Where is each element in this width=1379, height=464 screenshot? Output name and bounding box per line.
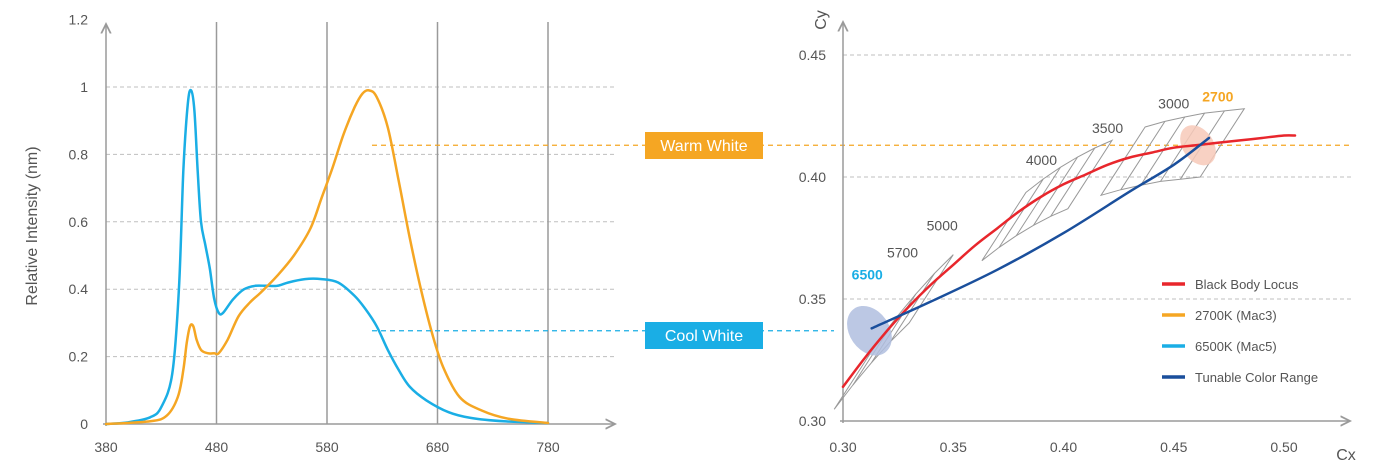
- spectrum-x-tick-label: 380: [94, 439, 118, 455]
- chromaticity-axes: [840, 22, 1350, 423]
- series-black-body-locus: [841, 134, 1297, 389]
- spectrum-y-tick-label: 0: [80, 416, 88, 432]
- chromaticity-x-tick-label: 0.35: [940, 439, 967, 455]
- spectrum-x-tick-label: 580: [315, 439, 339, 455]
- chromaticity-y-tick-label: 0.40: [799, 169, 826, 185]
- spectrum-chart: 0 0.2 0.4 0.6 0.8 1 1.2 380 480 580 680 780 Relati…: [24, 12, 615, 455]
- macadam-box-outline: [833, 254, 954, 410]
- macadam-box-divider: [889, 273, 935, 342]
- spectrum-x-tick-labels: 380 480 580 680 780: [94, 439, 560, 455]
- legend-label: 2700K (Mac3): [1195, 308, 1277, 323]
- cool-white-badge: [645, 322, 763, 349]
- spectrum-axes: [103, 24, 615, 426]
- macadam-box-divider: [1050, 147, 1096, 217]
- cct-label: 5000: [927, 218, 958, 234]
- spectrum-y-tick-label: 0.8: [69, 146, 89, 162]
- warm-white-label: Warm White: [660, 138, 748, 155]
- spectrum-y-tick-label: 0.4: [69, 281, 89, 297]
- callouts: Warm White Cool White: [372, 132, 1352, 349]
- chromaticity-y-tick-label: 0.45: [799, 47, 826, 63]
- spectrum-x-tick-label: 480: [205, 439, 229, 455]
- cct-label: 3500: [1092, 120, 1123, 136]
- chromaticity-y-axis-title: Cy: [813, 10, 830, 30]
- chromaticity-x-tick-label: 0.45: [1160, 439, 1187, 455]
- spectrum-y-axis-title: Relative Intensity (nm): [24, 146, 41, 305]
- chromaticity-y-tick-label: 0.30: [799, 413, 826, 429]
- cct-label: 4000: [1026, 152, 1057, 168]
- chromaticity-legend: Black Body Locus 2700K (Mac3) 6500K (Mac5)…: [1162, 277, 1318, 385]
- spectrum-y-tick-label: 0.6: [69, 214, 89, 230]
- spectrum-x-tick-label: 680: [426, 439, 450, 455]
- cct-label: 2700: [1202, 88, 1233, 104]
- chromaticity-x-tick-labels: 0.30 0.35 0.40 0.45 0.50: [829, 439, 1297, 455]
- spectrum-y-tick-label: 0.2: [69, 349, 89, 365]
- cct-label: 5700: [887, 245, 918, 261]
- legend-label: 6500K (Mac5): [1195, 339, 1277, 354]
- chromaticity-y-tick-label: 0.35: [799, 291, 826, 307]
- macadam-box-divider: [1033, 156, 1079, 226]
- spectrum-x-tick-label: 780: [536, 439, 560, 455]
- cool-white-label: Cool White: [665, 328, 743, 345]
- spectrum-grid: [106, 22, 615, 424]
- chromaticity-x-axis-title: Cx: [1336, 447, 1356, 464]
- chromaticity-x-tick-label: 0.50: [1270, 439, 1297, 455]
- chromaticity-grid: [843, 54, 1352, 300]
- chromaticity-x-tick-label: 0.40: [1050, 439, 1077, 455]
- spectrum-y-tick-labels: 0 0.2 0.4 0.6 0.8 1 1.2: [69, 12, 89, 432]
- macadam-box-divider: [1015, 167, 1061, 236]
- chromaticity-x-tick-label: 0.30: [829, 439, 856, 455]
- cct-label: 6500: [852, 266, 883, 282]
- spectrum-y-tick-label: 1: [80, 79, 88, 95]
- legend-label: Tunable Color Range: [1195, 370, 1318, 385]
- chromaticity-series: [841, 134, 1297, 389]
- spectrum-series: [104, 88, 550, 426]
- macadam-box-outline: [981, 139, 1114, 262]
- spectrum-y-tick-label: 1.2: [69, 12, 89, 28]
- spectrum-series-warm-white: [104, 89, 550, 426]
- macadam-boxes: [833, 108, 1246, 410]
- warm-white-badge: [645, 132, 763, 159]
- macadam-box-divider: [998, 178, 1044, 248]
- legend-label: Black Body Locus: [1195, 277, 1299, 292]
- spectrum-series-cool-white: [104, 88, 550, 426]
- series-tunable-color-range: [870, 136, 1211, 330]
- macadam-ellipses: [847, 125, 1216, 356]
- cct-label: 3000: [1158, 96, 1189, 112]
- chromaticity-y-tick-labels: 0.30 0.35 0.40 0.45: [799, 47, 826, 429]
- ellipse-6500k-mac5-: [847, 305, 892, 356]
